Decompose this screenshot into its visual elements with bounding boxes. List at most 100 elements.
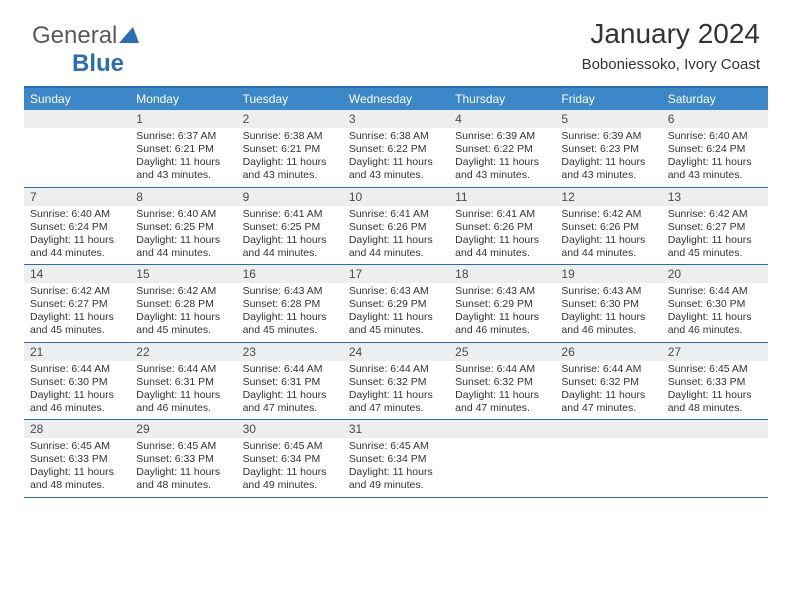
day-number [555, 420, 661, 438]
calendar-day: 23Sunrise: 6:44 AMSunset: 6:31 PMDayligh… [237, 343, 343, 420]
dow-tuesday: Tuesday [237, 88, 343, 110]
day-number: 24 [343, 343, 449, 361]
daylight-text: Daylight: 11 hours and 43 minutes. [668, 156, 762, 182]
calendar-day: 15Sunrise: 6:42 AMSunset: 6:28 PMDayligh… [130, 265, 236, 342]
day-details: Sunrise: 6:39 AMSunset: 6:23 PMDaylight:… [555, 128, 661, 187]
sunrise-text: Sunrise: 6:42 AM [136, 285, 230, 298]
daylight-text: Daylight: 11 hours and 47 minutes. [349, 389, 443, 415]
day-details: Sunrise: 6:45 AMSunset: 6:33 PMDaylight:… [130, 438, 236, 497]
calendar-week: 7Sunrise: 6:40 AMSunset: 6:24 PMDaylight… [24, 188, 768, 266]
daylight-text: Daylight: 11 hours and 46 minutes. [30, 389, 124, 415]
day-number: 28 [24, 420, 130, 438]
sunrise-text: Sunrise: 6:43 AM [243, 285, 337, 298]
daylight-text: Daylight: 11 hours and 48 minutes. [30, 466, 124, 492]
sunrise-text: Sunrise: 6:44 AM [30, 363, 124, 376]
sunset-text: Sunset: 6:24 PM [30, 221, 124, 234]
day-number: 20 [662, 265, 768, 283]
sunset-text: Sunset: 6:33 PM [668, 376, 762, 389]
sunset-text: Sunset: 6:30 PM [561, 298, 655, 311]
day-details: Sunrise: 6:40 AMSunset: 6:25 PMDaylight:… [130, 206, 236, 265]
sunset-text: Sunset: 6:29 PM [455, 298, 549, 311]
calendar-day: 25Sunrise: 6:44 AMSunset: 6:32 PMDayligh… [449, 343, 555, 420]
page-header: General Blue January 2024 Boboniessoko, … [24, 18, 768, 78]
calendar-day: 17Sunrise: 6:43 AMSunset: 6:29 PMDayligh… [343, 265, 449, 342]
dow-saturday: Saturday [662, 88, 768, 110]
day-details: Sunrise: 6:44 AMSunset: 6:32 PMDaylight:… [555, 361, 661, 420]
sunset-text: Sunset: 6:26 PM [455, 221, 549, 234]
sunrise-text: Sunrise: 6:43 AM [455, 285, 549, 298]
day-details: Sunrise: 6:38 AMSunset: 6:21 PMDaylight:… [237, 128, 343, 187]
day-details: Sunrise: 6:40 AMSunset: 6:24 PMDaylight:… [662, 128, 768, 187]
calendar-day: 27Sunrise: 6:45 AMSunset: 6:33 PMDayligh… [662, 343, 768, 420]
calendar-day: 6Sunrise: 6:40 AMSunset: 6:24 PMDaylight… [662, 110, 768, 187]
daylight-text: Daylight: 11 hours and 45 minutes. [349, 311, 443, 337]
sunset-text: Sunset: 6:33 PM [30, 453, 124, 466]
sunrise-text: Sunrise: 6:44 AM [561, 363, 655, 376]
day-number: 12 [555, 188, 661, 206]
sunrise-text: Sunrise: 6:39 AM [455, 130, 549, 143]
daylight-text: Daylight: 11 hours and 44 minutes. [455, 234, 549, 260]
sunset-text: Sunset: 6:21 PM [136, 143, 230, 156]
calendar-day [555, 420, 661, 497]
day-number: 17 [343, 265, 449, 283]
calendar-day: 9Sunrise: 6:41 AMSunset: 6:25 PMDaylight… [237, 188, 343, 265]
logo-text-blue: Blue [72, 50, 124, 77]
daylight-text: Daylight: 11 hours and 45 minutes. [136, 311, 230, 337]
day-details: Sunrise: 6:44 AMSunset: 6:30 PMDaylight:… [662, 283, 768, 342]
day-details: Sunrise: 6:42 AMSunset: 6:27 PMDaylight:… [662, 206, 768, 265]
day-details: Sunrise: 6:42 AMSunset: 6:27 PMDaylight:… [24, 283, 130, 342]
calendar-day: 5Sunrise: 6:39 AMSunset: 6:23 PMDaylight… [555, 110, 661, 187]
day-details: Sunrise: 6:38 AMSunset: 6:22 PMDaylight:… [343, 128, 449, 187]
calendar-week: 21Sunrise: 6:44 AMSunset: 6:30 PMDayligh… [24, 343, 768, 421]
day-number: 5 [555, 110, 661, 128]
sunset-text: Sunset: 6:28 PM [136, 298, 230, 311]
day-number: 30 [237, 420, 343, 438]
day-number: 7 [24, 188, 130, 206]
sunrise-text: Sunrise: 6:38 AM [243, 130, 337, 143]
day-number: 1 [130, 110, 236, 128]
sunset-text: Sunset: 6:22 PM [349, 143, 443, 156]
daylight-text: Daylight: 11 hours and 44 minutes. [243, 234, 337, 260]
logo: General Blue [32, 22, 139, 78]
daylight-text: Daylight: 11 hours and 43 minutes. [136, 156, 230, 182]
daylight-text: Daylight: 11 hours and 43 minutes. [561, 156, 655, 182]
calendar-day: 4Sunrise: 6:39 AMSunset: 6:22 PMDaylight… [449, 110, 555, 187]
day-number: 9 [237, 188, 343, 206]
dow-monday: Monday [130, 88, 236, 110]
day-number: 10 [343, 188, 449, 206]
day-details: Sunrise: 6:45 AMSunset: 6:34 PMDaylight:… [343, 438, 449, 497]
day-details [24, 128, 130, 186]
sunrise-text: Sunrise: 6:43 AM [349, 285, 443, 298]
sunset-text: Sunset: 6:26 PM [349, 221, 443, 234]
sunset-text: Sunset: 6:23 PM [561, 143, 655, 156]
daylight-text: Daylight: 11 hours and 45 minutes. [243, 311, 337, 337]
day-details: Sunrise: 6:44 AMSunset: 6:31 PMDaylight:… [237, 361, 343, 420]
sunrise-text: Sunrise: 6:44 AM [243, 363, 337, 376]
day-number: 16 [237, 265, 343, 283]
sunrise-text: Sunrise: 6:45 AM [136, 440, 230, 453]
sunset-text: Sunset: 6:31 PM [136, 376, 230, 389]
day-number: 26 [555, 343, 661, 361]
calendar-day: 1Sunrise: 6:37 AMSunset: 6:21 PMDaylight… [130, 110, 236, 187]
day-details: Sunrise: 6:39 AMSunset: 6:22 PMDaylight:… [449, 128, 555, 187]
sunset-text: Sunset: 6:30 PM [668, 298, 762, 311]
daylight-text: Daylight: 11 hours and 49 minutes. [349, 466, 443, 492]
day-number: 2 [237, 110, 343, 128]
calendar-day: 19Sunrise: 6:43 AMSunset: 6:30 PMDayligh… [555, 265, 661, 342]
day-details: Sunrise: 6:45 AMSunset: 6:33 PMDaylight:… [24, 438, 130, 497]
day-details: Sunrise: 6:44 AMSunset: 6:31 PMDaylight:… [130, 361, 236, 420]
sunrise-text: Sunrise: 6:44 AM [455, 363, 549, 376]
sunset-text: Sunset: 6:21 PM [243, 143, 337, 156]
daylight-text: Daylight: 11 hours and 46 minutes. [668, 311, 762, 337]
calendar-grid: Sunday Monday Tuesday Wednesday Thursday… [24, 86, 768, 498]
day-number: 6 [662, 110, 768, 128]
day-details: Sunrise: 6:43 AMSunset: 6:29 PMDaylight:… [449, 283, 555, 342]
sunset-text: Sunset: 6:34 PM [243, 453, 337, 466]
sunset-text: Sunset: 6:30 PM [30, 376, 124, 389]
calendar-day: 12Sunrise: 6:42 AMSunset: 6:26 PMDayligh… [555, 188, 661, 265]
sunrise-text: Sunrise: 6:42 AM [561, 208, 655, 221]
daylight-text: Daylight: 11 hours and 44 minutes. [561, 234, 655, 260]
daylight-text: Daylight: 11 hours and 44 minutes. [30, 234, 124, 260]
day-number: 4 [449, 110, 555, 128]
dow-sunday: Sunday [24, 88, 130, 110]
